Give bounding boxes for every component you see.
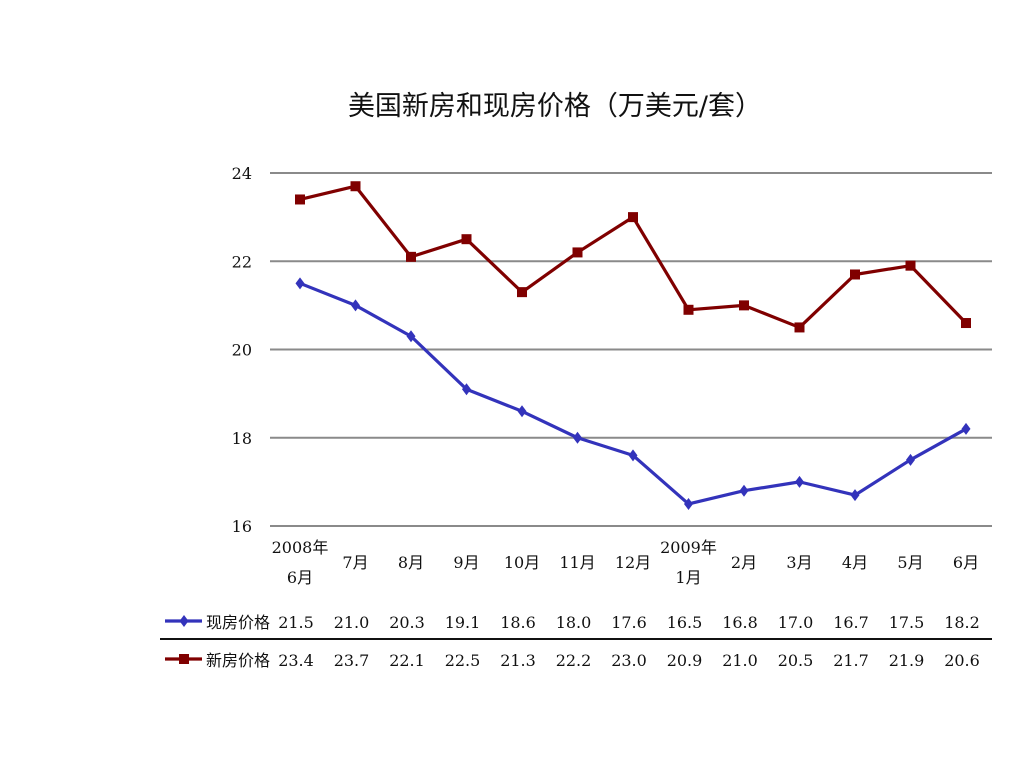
table-cell: 23.7 xyxy=(334,651,370,670)
data-point xyxy=(350,181,361,192)
x-tick-label: 3月 xyxy=(786,553,812,572)
data-point xyxy=(295,194,305,205)
data-point xyxy=(406,251,416,262)
data-point xyxy=(572,247,583,258)
data-point xyxy=(905,260,916,271)
data-point xyxy=(961,318,971,329)
series-line xyxy=(299,184,968,330)
data-point xyxy=(461,234,472,245)
x-tick-label: 1月 xyxy=(675,568,701,587)
y-tick-label: 24 xyxy=(232,164,252,183)
table-cell: 21.0 xyxy=(722,651,758,670)
data-point xyxy=(517,405,527,418)
x-tick-label: 12月 xyxy=(615,553,651,572)
table-cell: 16.7 xyxy=(833,613,869,632)
data-point xyxy=(628,449,638,462)
table-cell: 21.9 xyxy=(889,651,925,670)
table-cell: 20.3 xyxy=(389,613,425,632)
x-tick-label: 10月 xyxy=(504,553,540,572)
x-tick-label: 7月 xyxy=(342,553,368,572)
data-point xyxy=(739,484,749,497)
data-point xyxy=(684,497,693,510)
data-point xyxy=(850,269,860,280)
data-point xyxy=(351,299,360,312)
x-tick-label: 5月 xyxy=(897,553,923,572)
y-tick-label: 18 xyxy=(232,429,252,448)
table-cell: 17.5 xyxy=(889,613,925,632)
data-point xyxy=(517,287,527,298)
grid-lines xyxy=(270,172,992,527)
table-cell: 21.7 xyxy=(833,651,869,670)
x-axis-categories: 2008年 6月 7月 8月 9月 10月 11月 12月 2009年 1月 2月 3月 4月 5月 6月 xyxy=(272,538,979,587)
table-cell: 18.0 xyxy=(556,613,592,632)
series-lines xyxy=(295,181,971,510)
data-table: 现房价格 21.5 21.0 20.3 19.1 18.6 18.0 17.6 16.5 16.8… xyxy=(160,613,992,670)
data-point xyxy=(739,300,749,311)
data-point xyxy=(628,212,638,223)
data-point xyxy=(406,330,416,343)
x-tick-label: 2009年 xyxy=(660,538,717,557)
table-cell: 17.6 xyxy=(611,613,647,632)
data-point xyxy=(573,431,582,444)
data-point xyxy=(794,322,805,333)
series-line xyxy=(299,281,967,506)
table-cell: 21.5 xyxy=(278,613,314,632)
y-axis-ticks: 16 18 20 22 24 xyxy=(232,164,252,536)
x-tick-label: 8月 xyxy=(398,553,424,572)
x-tick-label: 6月 xyxy=(953,553,979,572)
table-cell: 20.6 xyxy=(944,651,980,670)
x-tick-label: 6月 xyxy=(287,568,313,587)
x-tick-label: 2008年 xyxy=(272,538,329,557)
table-cell: 20.5 xyxy=(778,651,814,670)
table-cell: 20.9 xyxy=(667,651,703,670)
data-point xyxy=(961,422,971,435)
x-tick-label: 4月 xyxy=(842,553,868,572)
table-cell: 17.0 xyxy=(778,613,814,632)
table-cell: 22.5 xyxy=(445,651,481,670)
table-cell: 22.1 xyxy=(389,651,425,670)
y-tick-label: 20 xyxy=(232,341,252,360)
legend-label: 新房价格 xyxy=(206,651,270,670)
x-tick-label: 2月 xyxy=(731,553,757,572)
table-cell: 21.3 xyxy=(500,651,536,670)
legend-marker xyxy=(179,615,189,627)
table-cell: 22.2 xyxy=(556,651,592,670)
table-cell: 18.6 xyxy=(500,613,536,632)
y-tick-label: 16 xyxy=(232,517,252,536)
table-cell: 16.8 xyxy=(722,613,758,632)
y-tick-label: 22 xyxy=(232,252,252,271)
table-cell: 21.0 xyxy=(334,613,370,632)
table-cell: 23.4 xyxy=(278,651,314,670)
data-point xyxy=(462,383,471,396)
chart-title: 美国新房和现房价格（万美元/套） xyxy=(347,91,763,122)
x-tick-label: 11月 xyxy=(559,553,595,572)
legend-marker xyxy=(179,654,189,664)
x-tick-label: 9月 xyxy=(453,553,479,572)
data-point xyxy=(683,304,694,315)
legend-label: 现房价格 xyxy=(206,613,270,632)
data-point xyxy=(795,475,804,488)
data-point xyxy=(906,453,915,466)
table-cell: 23.0 xyxy=(611,651,647,670)
table-cell: 19.1 xyxy=(445,613,481,632)
table-cell: 16.5 xyxy=(667,613,703,632)
data-point xyxy=(295,277,305,290)
table-cell: 18.2 xyxy=(944,613,980,632)
data-point xyxy=(850,489,860,502)
